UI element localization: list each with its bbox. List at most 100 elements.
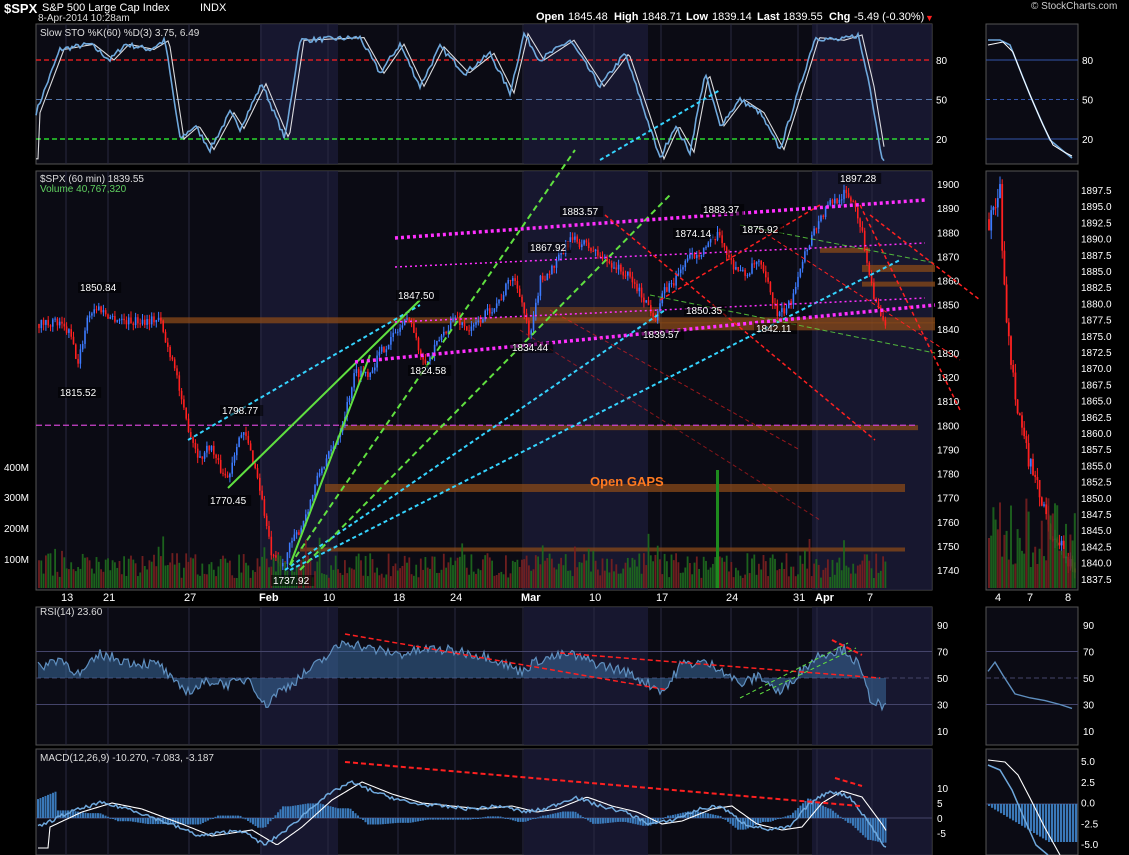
candle-body [38, 323, 40, 329]
macd-hist-bar [852, 818, 854, 826]
volume-bar [760, 569, 763, 588]
volume-bar [157, 546, 160, 588]
price-annotation-bg [684, 305, 728, 316]
volume-bar [603, 570, 606, 588]
volume-bar [735, 567, 737, 588]
candle-body [613, 267, 615, 269]
small-macd-bar [1003, 804, 1006, 815]
macd-hist-bar [264, 818, 267, 828]
macd-hist-bar [214, 816, 217, 818]
volume-bar [187, 561, 190, 588]
volume-bar [447, 562, 450, 588]
price-y-tick: 1810 [937, 397, 960, 408]
candle-body [443, 331, 445, 336]
price-annotation: 1867.92 [530, 243, 567, 254]
candle-body [309, 499, 312, 512]
volume-bar [137, 576, 139, 588]
candle-body [620, 264, 622, 272]
candle-body [355, 369, 358, 374]
volume-bar [387, 553, 390, 588]
macd-hist-bar [504, 818, 507, 819]
macd-hist-bar [709, 813, 712, 818]
macd-hist-bar [219, 815, 222, 818]
macd-hist-bar [454, 818, 457, 820]
candle-body [192, 437, 194, 443]
volume-bar [465, 567, 468, 588]
price-y-tick: 1860 [937, 277, 960, 288]
macd-hist-bar [409, 818, 412, 823]
small-volume-bar [1062, 548, 1065, 588]
candle-body [594, 249, 597, 252]
volume-bar [284, 561, 286, 588]
volume-bar [215, 576, 217, 588]
macd-hist-bar [412, 818, 414, 823]
volume-bar [850, 573, 852, 588]
macd-hist-bar [419, 818, 422, 821]
open-gaps-note: Open GAPS [590, 474, 664, 489]
price-y-tick: 1900 [937, 180, 960, 191]
candle-body [679, 269, 682, 274]
small-price-y-tick: 1895.0 [1081, 202, 1112, 213]
small-volume-bar [1010, 505, 1012, 588]
candle-body [293, 534, 296, 541]
macd-hist-bar [812, 800, 814, 818]
macd-hist-bar [387, 818, 389, 824]
candle-body [604, 257, 606, 259]
macd-hist-bar [217, 815, 219, 818]
candle-body [295, 532, 298, 535]
small-candle-body [1003, 250, 1006, 285]
candle-body [608, 261, 611, 264]
macd-hist-bar [187, 818, 189, 825]
small-volume-bar [1018, 537, 1021, 588]
volume-bar [337, 569, 339, 588]
candle-body [863, 230, 866, 251]
volume-bar [488, 557, 491, 588]
candle-body [884, 319, 887, 326]
macd-hist-bar [837, 814, 839, 818]
volume-bar [684, 567, 687, 588]
candle-body [838, 199, 841, 204]
macd-hist-bar [632, 818, 634, 824]
candle-body [758, 260, 760, 262]
rsi-y-tick: 10 [937, 727, 949, 738]
macd-hist-bar [539, 816, 542, 818]
candle-body [125, 320, 128, 325]
volume-bar [654, 554, 657, 588]
volume-bar [732, 577, 735, 588]
volume-bar [385, 574, 388, 588]
volume-bar [212, 569, 215, 588]
macd-hist-bar [107, 816, 109, 818]
volume-bar [764, 561, 767, 588]
candle-body [316, 475, 319, 486]
macd-hist-bar [554, 813, 557, 818]
small-volume-bar [999, 502, 1001, 588]
candle-body [72, 336, 75, 345]
candle-body [183, 399, 185, 408]
candle-body [88, 315, 91, 318]
candle-body [351, 387, 353, 399]
volume-bar [422, 569, 424, 588]
candle-body [321, 468, 323, 474]
candle-body [765, 271, 767, 278]
macd-hist-bar [482, 817, 484, 819]
green-line-1 [227, 299, 421, 489]
candle-body [622, 271, 624, 276]
volume-bar [477, 568, 480, 588]
volume-bar [38, 560, 40, 588]
candle-body [150, 316, 153, 325]
volume-bar [626, 557, 629, 588]
volume-bar [86, 557, 89, 588]
candle-body [530, 330, 532, 335]
volume-bar [661, 574, 664, 588]
macd-hist-bar [637, 818, 639, 825]
macd-hist-bar [624, 818, 627, 822]
candle-body [118, 319, 121, 321]
macd-hist-bar [784, 816, 787, 818]
small-price-y-tick: 1875.0 [1081, 332, 1112, 343]
brand-logo[interactable]: © StockCharts.com [1031, 1, 1118, 12]
small-volume-bar [1060, 550, 1063, 588]
volume-bar [509, 573, 512, 588]
small-volume-bar [1073, 513, 1076, 588]
volume-bar [91, 568, 93, 588]
